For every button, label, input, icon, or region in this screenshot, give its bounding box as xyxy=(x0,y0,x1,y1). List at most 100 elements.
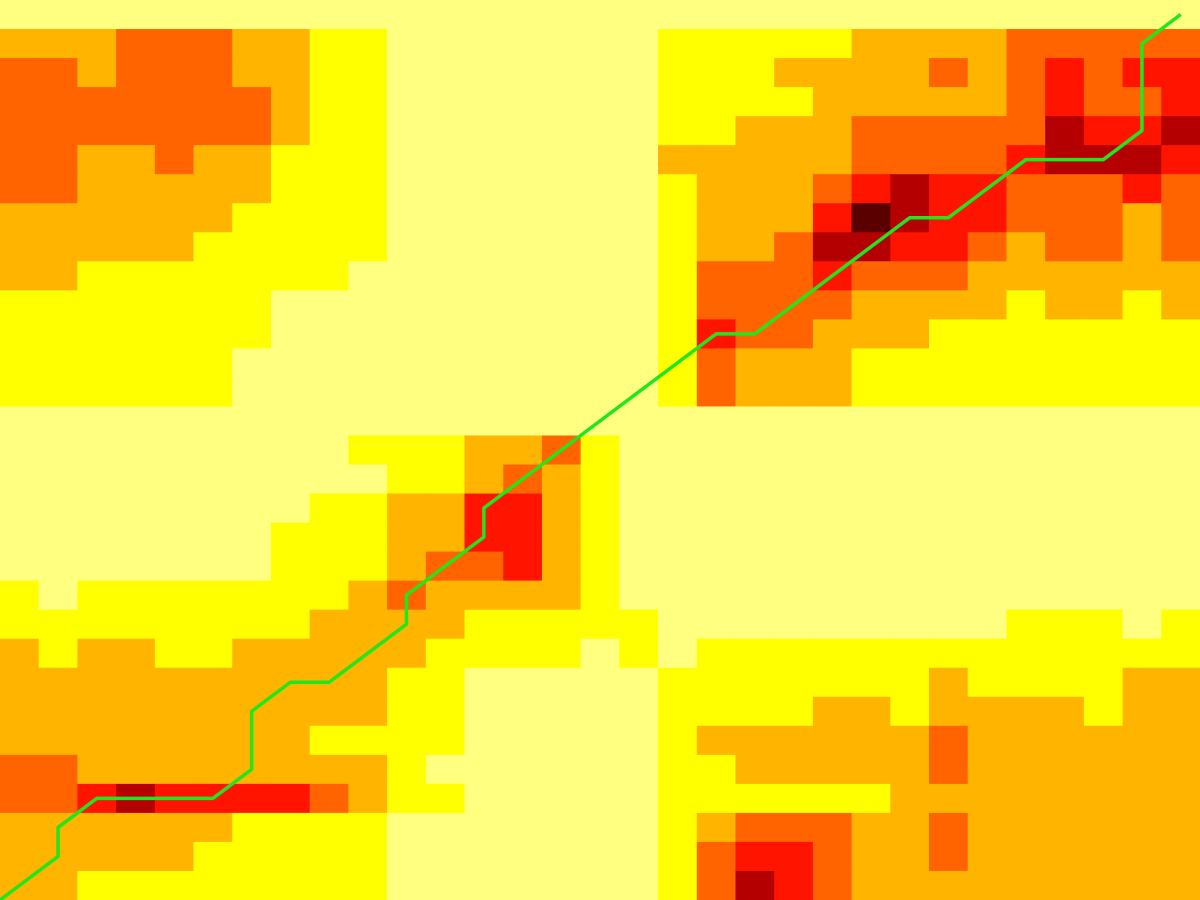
heatmap-cell xyxy=(1006,464,1046,495)
heatmap-cell xyxy=(851,551,891,582)
heatmap-cell xyxy=(1122,841,1162,872)
heatmap-cell xyxy=(464,290,504,320)
heatmap-cell xyxy=(1161,29,1200,59)
heatmap-cell xyxy=(387,290,427,320)
heatmap-cell xyxy=(1122,783,1162,814)
heatmap-cell xyxy=(929,406,969,437)
heatmap-cell xyxy=(232,870,272,900)
heatmap-cell xyxy=(0,522,40,553)
heatmap-cell xyxy=(1006,232,1046,262)
heatmap-cell xyxy=(464,812,504,843)
heatmap-cell xyxy=(890,609,930,640)
heatmap-cell xyxy=(735,493,775,524)
heatmap-cell xyxy=(541,203,582,233)
heatmap-cell xyxy=(270,870,311,900)
heatmap-cell xyxy=(890,174,930,204)
heatmap-cell xyxy=(812,145,853,175)
heatmap-cell xyxy=(1083,667,1124,698)
heatmap-cell xyxy=(735,145,775,175)
heatmap-cell xyxy=(619,319,659,349)
heatmap-cell xyxy=(541,783,582,814)
heatmap-cell xyxy=(270,87,311,117)
heatmap-cell xyxy=(232,406,272,437)
heatmap-cell xyxy=(270,783,311,814)
heatmap-cell xyxy=(348,377,388,408)
heatmap-cell xyxy=(1006,290,1046,320)
heatmap-cell xyxy=(851,522,891,553)
heatmap-cell xyxy=(1161,696,1200,727)
heatmap-cell xyxy=(929,580,969,611)
heatmap-cell xyxy=(774,464,814,495)
heatmap-cell xyxy=(193,812,233,843)
heatmap-cell xyxy=(929,348,969,379)
heatmap-cell xyxy=(38,725,79,756)
heatmap-cell xyxy=(812,232,853,262)
heatmap-cell xyxy=(1045,174,1085,204)
heatmap-cell xyxy=(38,406,79,437)
path-overlay xyxy=(0,13,1182,900)
heatmap-cell xyxy=(464,29,504,59)
heatmap-cell xyxy=(658,870,698,900)
heatmap-cell xyxy=(503,174,543,204)
heatmap-cell xyxy=(309,290,349,320)
heatmap-cell xyxy=(154,290,195,320)
heatmap-cell xyxy=(154,116,195,146)
heatmap-cell xyxy=(929,754,969,785)
heatmap-cell xyxy=(38,551,79,582)
heatmap-cell xyxy=(116,667,156,698)
heatmap-cell xyxy=(77,667,117,698)
heatmap-cell xyxy=(1122,493,1162,524)
heatmap-cell xyxy=(425,667,466,698)
heatmap-cell xyxy=(464,319,504,349)
heatmap-cell xyxy=(193,116,233,146)
heatmap-cell xyxy=(541,174,582,204)
heatmap-cell xyxy=(929,29,969,59)
heatmap-cell xyxy=(619,29,659,59)
heatmap-cell xyxy=(541,870,582,900)
heatmap-cell xyxy=(38,29,79,59)
heatmap-cell xyxy=(387,638,427,669)
heatmap-cell xyxy=(270,29,311,59)
heatmap-cell xyxy=(541,551,582,582)
heatmap-cell xyxy=(735,580,775,611)
heatmap-cell xyxy=(270,348,311,379)
heatmap-cell xyxy=(890,551,930,582)
heatmap-cell xyxy=(541,116,582,146)
heatmap-cell xyxy=(774,435,814,466)
heatmap-cell xyxy=(232,464,272,495)
heatmap-cell xyxy=(0,580,40,611)
heatmap-cell xyxy=(658,406,698,437)
heatmap-cell xyxy=(890,116,930,146)
heatmap-cell xyxy=(232,0,272,30)
heatmap-cell xyxy=(232,609,272,640)
heatmap-cell xyxy=(77,261,117,291)
heatmap-cell xyxy=(1122,870,1162,900)
heatmap-cell xyxy=(696,261,737,291)
heatmap-cell xyxy=(619,580,659,611)
heatmap-cell xyxy=(619,870,659,900)
heatmap-cell xyxy=(38,754,79,785)
heatmap-cell xyxy=(1045,232,1085,262)
heatmap-cell xyxy=(309,725,349,756)
heatmap-cell xyxy=(348,870,388,900)
heatmap-cell xyxy=(929,696,969,727)
heatmap-cell xyxy=(193,290,233,320)
heatmap-cell xyxy=(464,870,504,900)
heatmap-cell xyxy=(851,290,891,320)
heatmap-cell xyxy=(116,87,156,117)
heatmap-cell xyxy=(232,783,272,814)
heatmap-cell xyxy=(1006,203,1046,233)
heatmap-cell xyxy=(116,116,156,146)
heatmap-cell xyxy=(580,551,620,582)
heatmap-cell xyxy=(348,319,388,349)
heatmap-cell xyxy=(503,377,543,408)
heatmap-cell xyxy=(1083,812,1124,843)
heatmap-cell xyxy=(387,116,427,146)
heatmap-cell xyxy=(1045,667,1085,698)
heatmap-cell xyxy=(696,812,737,843)
heatmap-cell xyxy=(0,319,40,349)
heatmap-cell xyxy=(774,145,814,175)
heatmap-cell xyxy=(967,377,1008,408)
heatmap-cell xyxy=(851,87,891,117)
